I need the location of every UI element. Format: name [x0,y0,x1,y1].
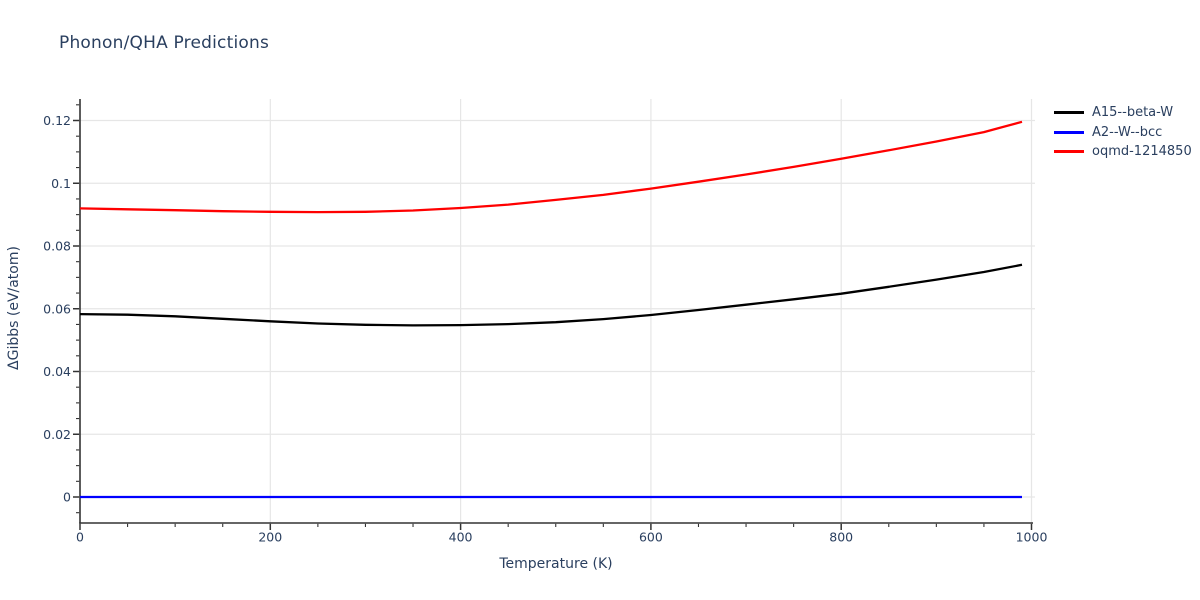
legend-label: A2--W--bcc [1092,124,1163,140]
y-tick-label-0.1: 0.1 [51,176,71,191]
y-axis-title-text: ΔGibbs (eV/atom) [6,246,22,370]
y-tick-label-0.08: 0.08 [43,239,71,254]
x-tick-label-400: 400 [449,530,473,545]
legend-label: oqmd-1214850 [1092,144,1192,160]
x-tick-label-0: 0 [76,530,84,545]
legend-swatch-line [1054,111,1084,115]
series-line-A15--beta-W [79,263,1023,327]
legend-swatch-line [1054,150,1084,154]
x-tick-label-1000: 1000 [1016,530,1048,545]
legend: A15--beta-W A2--W--bcc oqmd-1214850 [1054,103,1192,162]
y-tick-label-0.02: 0.02 [43,427,71,442]
y-tick-label-0.06: 0.06 [43,301,71,316]
legend-item-oqmd-1214850[interactable]: oqmd-1214850 [1054,142,1192,162]
chart-title: Phonon/QHA Predictions [59,33,270,53]
series-line-oqmd-1214850 [79,120,1023,214]
x-tick-label-800: 800 [829,530,853,545]
legend-swatch-line [1054,130,1084,134]
legend-label: A15--beta-W [1092,105,1174,121]
y-tick-label-0: 0 [63,490,71,505]
y-tick-label-0.12: 0.12 [43,113,71,128]
x-tick-label-200: 200 [258,530,282,545]
y-tick-label-0.04: 0.04 [43,364,71,379]
x-tick-label-600: 600 [639,530,663,545]
x-axis-title: Temperature (K) [499,556,613,572]
legend-item-a15-beta-w[interactable]: A15--beta-W [1054,103,1192,123]
legend-item-a2-w-bcc[interactable]: A2--W--bcc [1054,123,1192,143]
